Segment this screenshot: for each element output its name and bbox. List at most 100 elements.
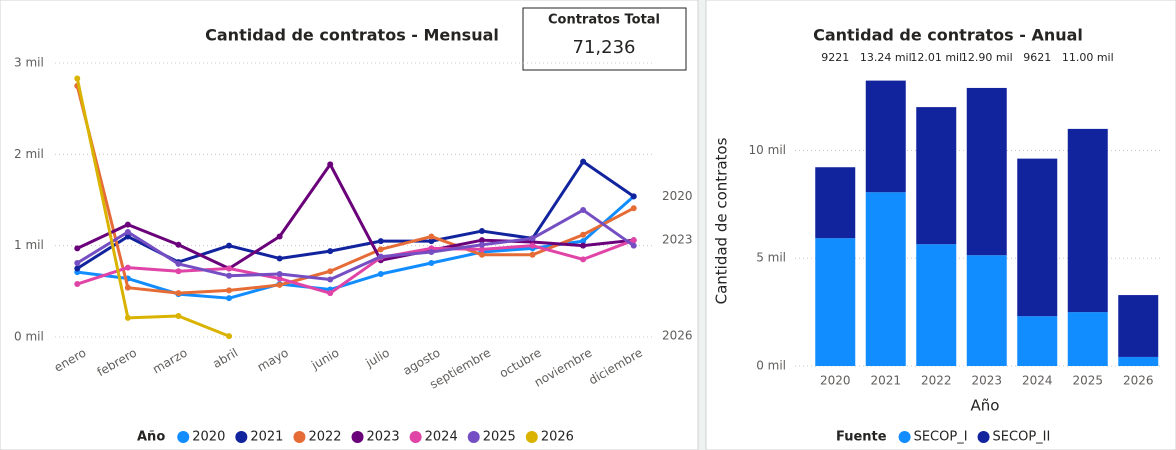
bar-segment	[815, 238, 856, 366]
point	[428, 260, 435, 267]
y-tick-label: 0 mil	[756, 359, 786, 373]
point	[478, 246, 485, 253]
total-label: 9621	[1023, 51, 1051, 64]
end-label: 2026	[662, 329, 693, 343]
y-tick-label: 1 mil	[14, 238, 44, 252]
point	[124, 228, 131, 235]
point	[529, 251, 536, 258]
legend-marker	[351, 431, 364, 443]
x-tick-label: 2024	[1022, 374, 1053, 388]
point	[478, 237, 485, 244]
legend-marker	[525, 431, 538, 443]
point	[377, 253, 384, 260]
legend-marker	[293, 431, 306, 443]
x-tick-label: 2022	[921, 374, 952, 388]
point	[327, 268, 334, 275]
kpi-value: 71,236	[573, 37, 636, 58]
point	[377, 246, 384, 253]
end-label: 2023	[662, 233, 693, 247]
point	[124, 264, 131, 271]
x-tick-label: 2023	[971, 374, 1002, 388]
legend-label: 2021	[250, 430, 283, 445]
bar-segment	[966, 255, 1007, 366]
point	[580, 207, 587, 214]
series-line	[76, 238, 635, 295]
bar-segment	[1067, 128, 1108, 313]
x-tick-label: 2021	[870, 374, 901, 388]
point	[630, 193, 637, 200]
legend-title: Fuente	[836, 430, 887, 445]
total-label: 12.90 mil	[961, 51, 1013, 64]
y-tick-label: 2 mil	[14, 147, 44, 161]
total-label: 12.01 mil	[910, 51, 962, 64]
point	[175, 312, 182, 319]
point	[478, 251, 485, 258]
point	[428, 233, 435, 240]
point	[630, 242, 637, 249]
kpi-title: Contratos Total	[548, 13, 660, 28]
point	[226, 287, 233, 294]
point	[124, 314, 131, 321]
point	[74, 75, 81, 82]
series-line	[76, 162, 634, 270]
end-label: 2020	[662, 189, 693, 203]
legend-marker	[177, 431, 190, 443]
point	[580, 242, 587, 249]
bar-segment	[1017, 158, 1058, 317]
point	[630, 237, 637, 244]
point	[580, 158, 587, 165]
point	[377, 238, 384, 245]
point	[276, 233, 283, 240]
legend-label: SECOP_I	[914, 430, 968, 445]
x-tick-label: 2025	[1072, 374, 1103, 388]
y-tick-label: 3 mil	[14, 56, 44, 70]
point	[124, 233, 131, 240]
legend-marker	[898, 431, 911, 443]
bar-segment	[1118, 295, 1159, 357]
point	[226, 265, 233, 272]
series-line	[76, 208, 635, 281]
bar-segment	[1017, 316, 1058, 366]
point	[124, 284, 131, 291]
point	[175, 260, 182, 267]
legend-label: 2025	[483, 430, 516, 445]
point	[580, 231, 587, 238]
legend-marker	[409, 431, 422, 443]
point	[175, 268, 182, 275]
x-tick-label: 2020	[820, 374, 851, 388]
bar-segment	[916, 107, 957, 245]
point	[226, 295, 233, 302]
point	[74, 245, 81, 252]
bar-segment	[1118, 356, 1159, 366]
legend-label: 2023	[367, 430, 400, 445]
point	[175, 290, 182, 297]
legend-marker	[977, 431, 990, 443]
bar-segment	[1067, 312, 1108, 366]
point	[327, 161, 334, 168]
y-tick-label: 10 mil	[749, 143, 786, 157]
point	[74, 281, 81, 288]
point	[226, 333, 233, 340]
total-label: 11.00 mil	[1062, 51, 1114, 64]
panel-monthly	[0, 0, 699, 450]
bar-segment	[916, 244, 957, 366]
bar-segment	[865, 192, 906, 366]
bar-segment	[865, 80, 906, 193]
point	[226, 242, 233, 249]
legend-marker	[467, 431, 480, 443]
kpi-card	[522, 7, 687, 71]
x-axis-title: Año	[971, 397, 1000, 415]
legend-label: 2020	[192, 430, 225, 445]
point	[580, 256, 587, 263]
x-tick-label: 2026	[1123, 374, 1154, 388]
point	[428, 238, 435, 245]
point	[478, 228, 485, 235]
chart-title: Cantidad de contratos - Anual	[813, 26, 1083, 45]
point	[124, 221, 131, 228]
point	[276, 275, 283, 282]
point	[74, 265, 81, 272]
legend-marker	[235, 431, 248, 443]
series-line	[75, 78, 230, 338]
